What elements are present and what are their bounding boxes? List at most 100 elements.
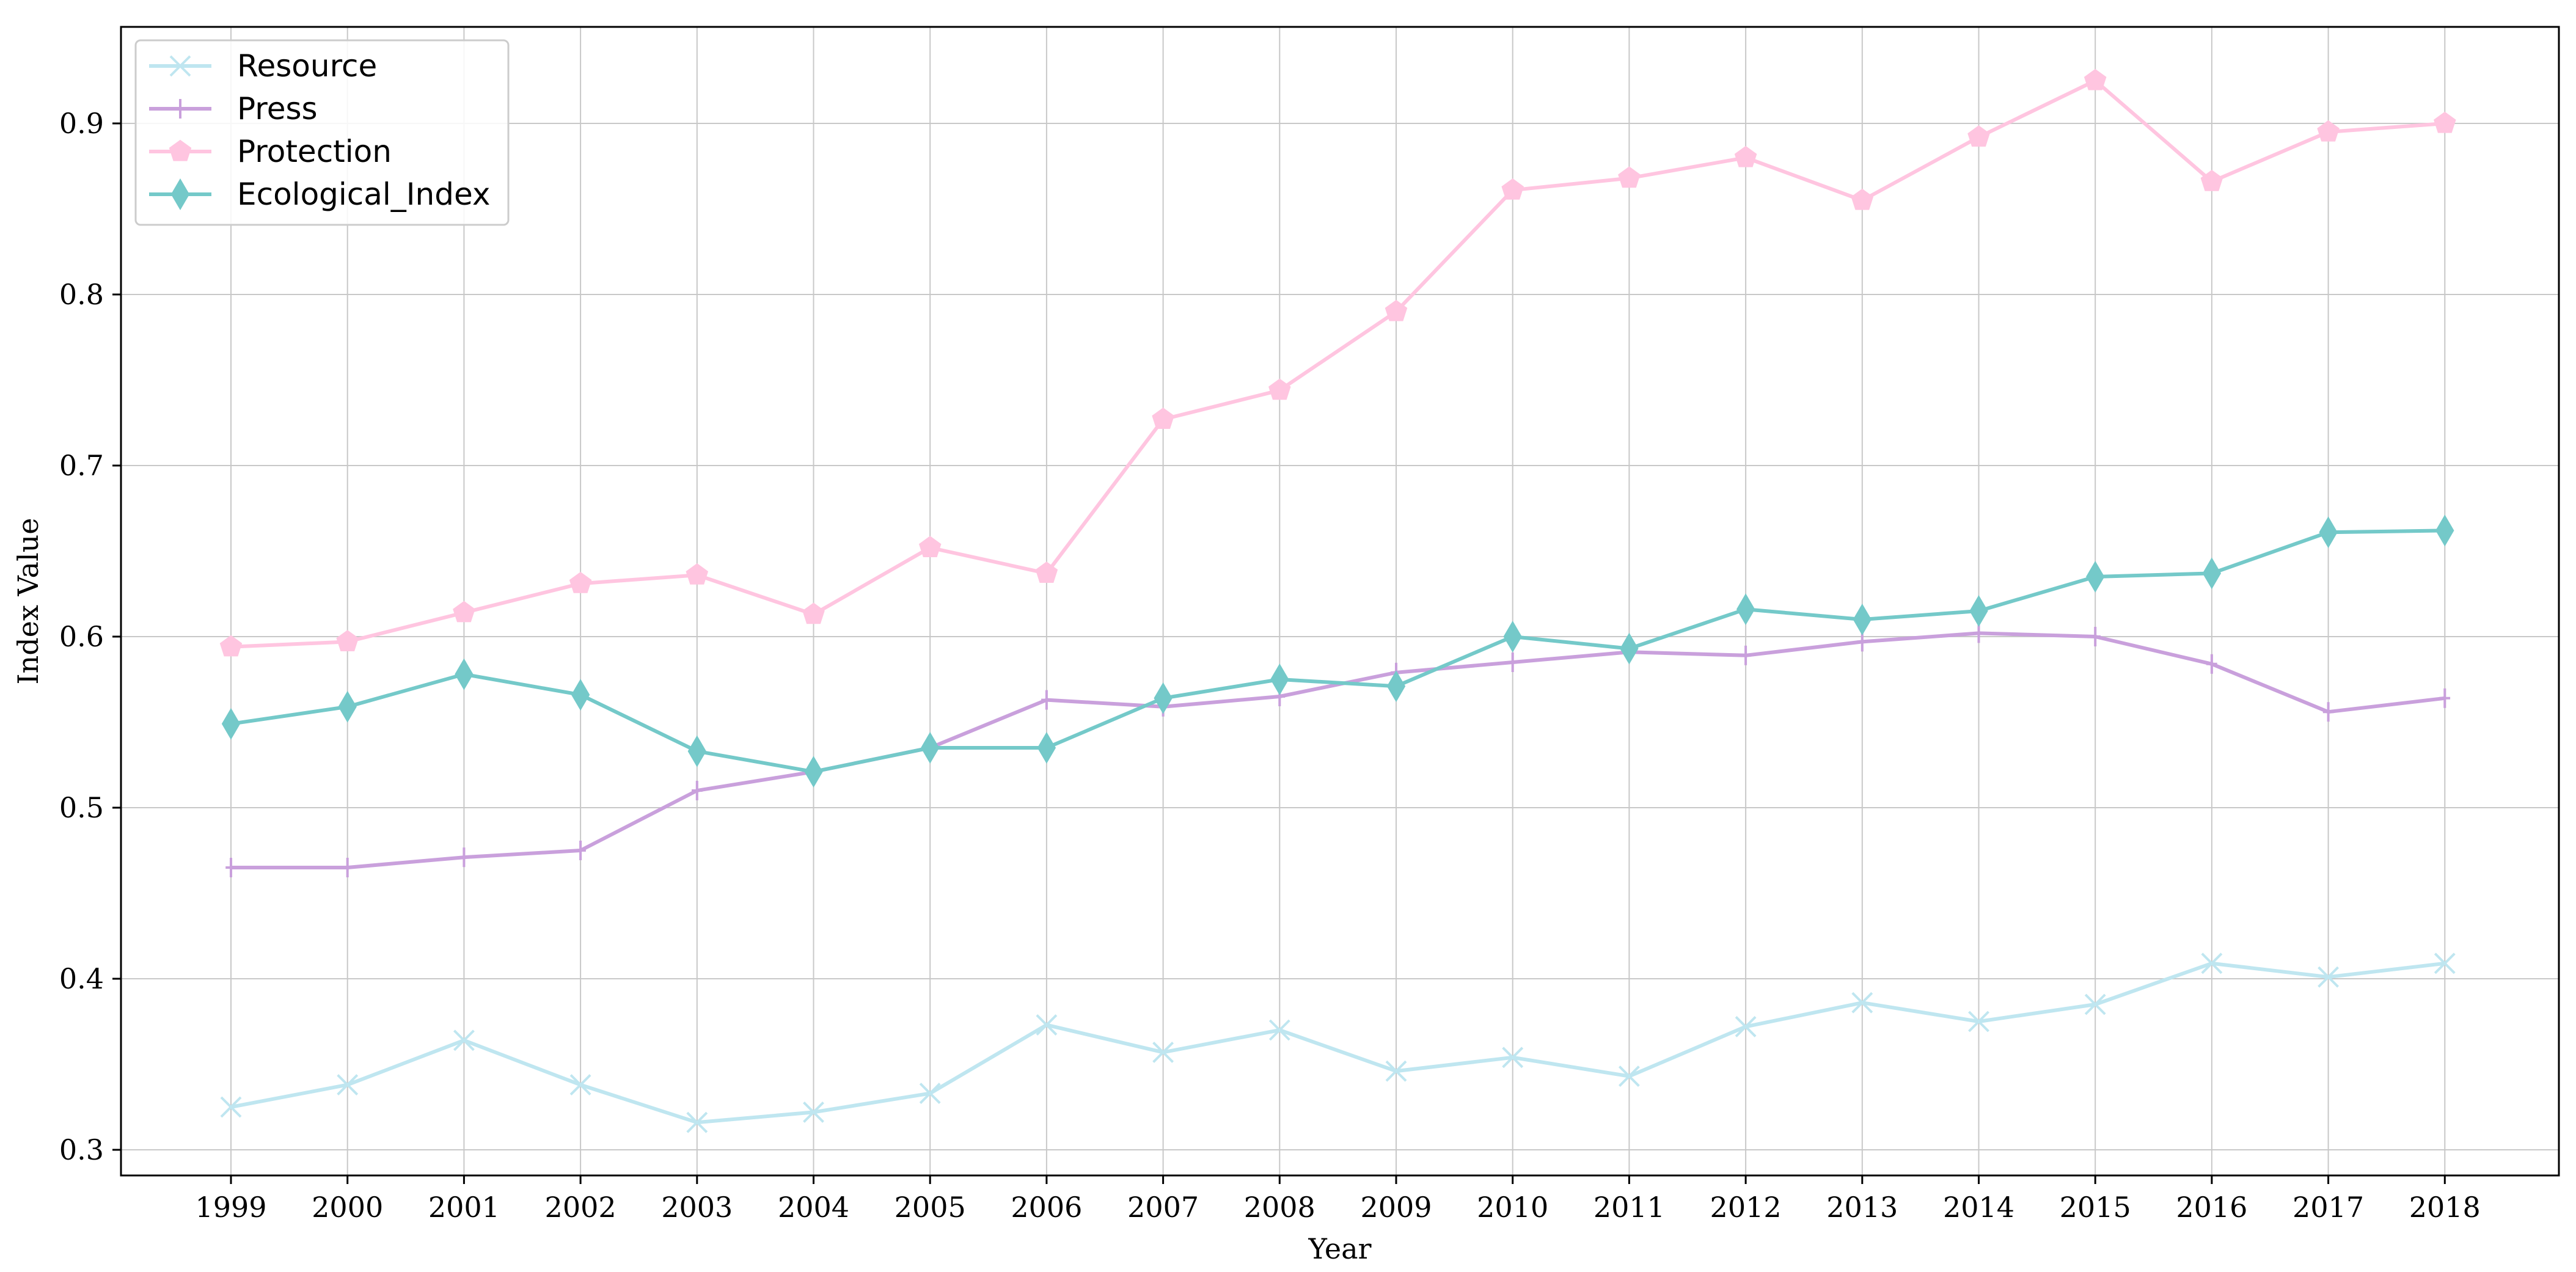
x-tick-label: 2012 [1710,1191,1782,1224]
data-point [1853,604,1872,635]
data-point [2200,169,2223,191]
x-tick-label: 2010 [1477,1191,1548,1224]
legend-item: Resource [149,48,377,84]
data-point [1620,632,1639,665]
legend-marker [169,139,192,161]
x-tick-label: 2011 [1594,1191,1665,1224]
data-point [1270,663,1289,695]
legend-marker [169,55,191,77]
data-point [1507,652,1518,672]
data-point [225,858,236,877]
data-point [1503,621,1522,652]
y-axis-title: Index Value [12,517,45,684]
legend-label: Ecological_Index [237,177,490,212]
data-point [1618,1065,1640,1087]
legend-box [134,39,510,226]
data-point [2086,561,2105,593]
data-point [221,707,241,740]
x-tick-label: 2004 [778,1191,849,1224]
data-point [1385,299,1408,321]
data-point [1268,1019,1290,1041]
x-tick-label: 2007 [1127,1191,1199,1224]
x-tick-label: 2018 [2409,1191,2481,1224]
data-point [1152,408,1174,429]
data-point [1502,1047,1524,1069]
x-axis-title: Year [1308,1232,1371,1265]
data-point [2439,688,2451,708]
data-point [575,841,586,860]
data-point [1154,682,1173,714]
x-tick-label: 2013 [1826,1191,1898,1224]
data-point [692,781,703,800]
plot-frame [120,26,2560,1177]
data-point [686,1111,708,1133]
series-resource [220,952,2456,1133]
data-point [1268,378,1291,400]
series-line [230,961,2445,1125]
y-tick-label: 0.9 [59,107,104,140]
data-point [921,732,940,764]
data-point [1386,670,1406,703]
x-tick-label: 2002 [545,1191,617,1224]
data-point [338,690,357,723]
data-point [2084,68,2107,90]
series-line [230,79,2445,649]
data-point [918,536,942,557]
x-tick-label: 1999 [195,1191,266,1224]
data-point [569,1074,591,1096]
data-point [2206,654,2217,674]
data-point [1968,1011,1989,1033]
x-tick-label: 2005 [895,1191,966,1224]
data-point [1618,166,1641,188]
x-tick-label: 2006 [1011,1191,1082,1224]
data-point [1501,178,1524,200]
y-axis: 0.3 0.4 0.5 0.6 0.7 0.8 0.9 [59,107,121,1166]
data-point [1740,645,1751,665]
x-tick-label: 2016 [2176,1191,2247,1224]
y-tick-label: 0.4 [59,962,104,995]
data-point [1735,1015,1757,1037]
data-point [453,1029,475,1051]
data-point [569,571,592,593]
data-point [2084,993,2106,1015]
data-point [1851,992,1873,1014]
data-point [2202,557,2222,590]
data-point [803,1101,824,1123]
x-tick-label: 2008 [1244,1191,1315,1224]
data-point [1041,690,1052,710]
legend-item: Press [149,91,318,126]
data-point [336,630,359,651]
data-point [2434,952,2456,974]
data-point [220,1096,242,1118]
legend-label: Protection [237,134,392,169]
series-ecological-index [221,514,2454,788]
data-point [458,847,470,868]
data-point [455,658,474,690]
data-point [2090,627,2101,646]
data-point [1037,732,1056,764]
legend-marker [175,99,186,119]
y-tick-label: 0.3 [59,1133,104,1166]
data-point [1969,595,1988,627]
x-tick-label: 2014 [1943,1191,2014,1224]
y-tick-label: 0.5 [59,791,104,824]
x-tick-label: 2015 [2060,1191,2131,1224]
data-point [2317,120,2340,142]
data-point [337,1074,359,1096]
data-point [804,756,823,788]
data-point [919,1083,941,1105]
data-point [342,858,353,877]
series-group [219,68,2456,1133]
data-point [1967,125,1990,147]
data-point [2322,702,2334,722]
data-point [1385,1060,1407,1082]
y-tick-label: 0.7 [59,449,104,482]
series-line [230,528,2445,774]
data-point [1035,561,1058,583]
legend-item: Protection [149,134,392,169]
data-point [1036,1014,1058,1036]
data-point [219,635,243,657]
data-point [2435,514,2454,547]
data-point [2318,966,2340,988]
